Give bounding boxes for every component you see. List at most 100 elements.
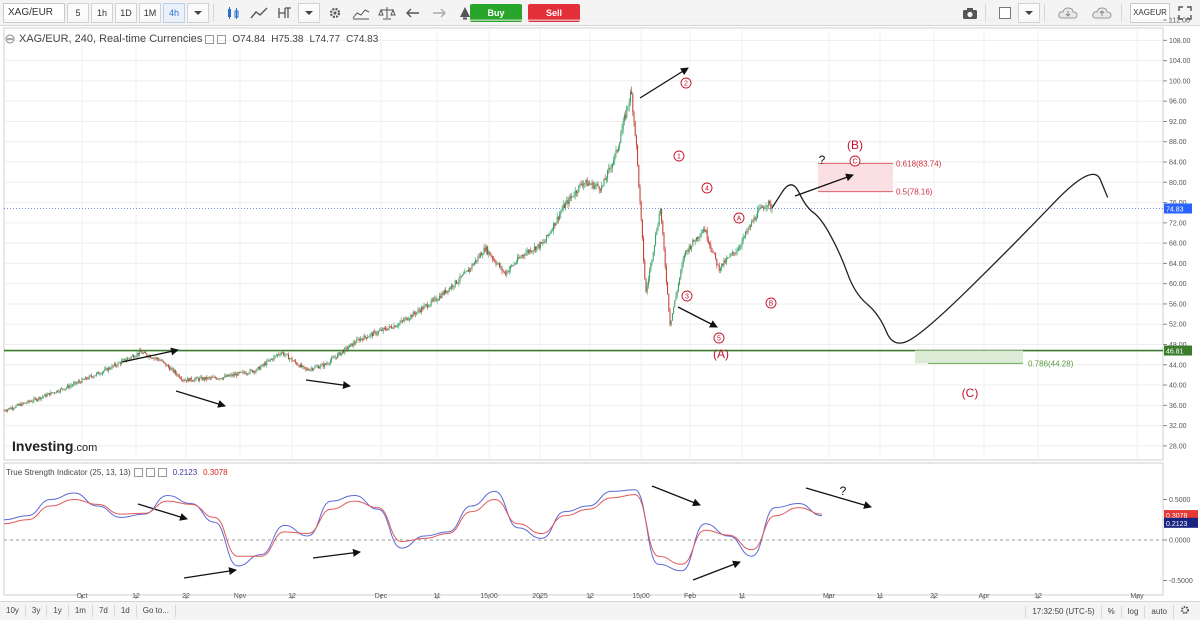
cloud-save-button[interactable]	[1087, 3, 1117, 23]
candle	[203, 376, 205, 382]
layout-button[interactable]	[994, 3, 1016, 23]
tsi-settings-box[interactable]	[145, 468, 155, 477]
candle-body	[457, 282, 459, 284]
candle	[368, 335, 370, 338]
candle	[459, 273, 461, 285]
wave-label-4: 4	[705, 186, 709, 193]
chart-settings-button[interactable]	[1173, 605, 1196, 619]
tsi-visibility-box[interactable]	[133, 468, 143, 477]
legend-settings-box[interactable]	[205, 34, 215, 44]
alert-button[interactable]	[454, 3, 476, 23]
interval-4h-button[interactable]: 4h	[163, 2, 185, 23]
candle-body	[731, 252, 733, 255]
range-1d-button[interactable]: 1d	[115, 605, 137, 617]
candle-body	[677, 283, 679, 291]
interval-1d-button[interactable]: 1D	[115, 2, 137, 23]
interval-1m-button[interactable]: 1M	[139, 2, 161, 23]
candle-body	[226, 374, 228, 377]
candle-body	[434, 297, 436, 299]
candle	[303, 365, 305, 370]
indicators-button[interactable]	[274, 3, 296, 23]
candle	[224, 373, 226, 379]
candle	[166, 364, 168, 367]
candle	[633, 110, 635, 127]
candle-body	[608, 168, 610, 171]
candle	[477, 254, 479, 264]
candle	[326, 361, 328, 367]
trend-arrow	[651, 485, 701, 507]
range-3y-button[interactable]: 3y	[26, 605, 48, 617]
candle-body	[245, 373, 247, 375]
interval-1h-button[interactable]: 1h	[91, 2, 113, 23]
candle-body	[302, 365, 304, 368]
candle-body	[281, 352, 283, 354]
candle-body	[326, 363, 328, 365]
range-1m-button[interactable]: 1m	[69, 605, 93, 617]
interval-dropdown-button[interactable]	[187, 2, 209, 23]
range-1y-button[interactable]: 1y	[47, 605, 69, 617]
candle	[757, 206, 759, 219]
candle	[191, 379, 193, 383]
candle-body	[589, 183, 591, 185]
percent-scale-button[interactable]: %	[1100, 606, 1121, 618]
candle	[632, 92, 634, 117]
screenshot-button[interactable]	[959, 3, 981, 23]
candle	[35, 397, 37, 402]
candle-body	[269, 359, 271, 361]
candle	[70, 383, 72, 389]
auto-scale-button[interactable]: auto	[1144, 606, 1173, 618]
buy-button[interactable]: Buy	[470, 4, 522, 22]
candle	[341, 350, 343, 356]
settings-button[interactable]	[324, 3, 346, 23]
goto-date-button[interactable]: Go to...	[137, 605, 176, 617]
candle-body	[345, 347, 347, 348]
candle-body	[551, 230, 553, 232]
candle	[119, 361, 121, 367]
log-scale-button[interactable]: log	[1120, 606, 1145, 618]
candle	[248, 372, 250, 375]
interval-5m-button[interactable]: 5	[67, 2, 89, 23]
candle	[728, 257, 730, 259]
candle-body	[683, 255, 685, 259]
candle	[723, 257, 725, 269]
candle-body	[705, 230, 707, 232]
undo-button[interactable]	[402, 3, 424, 23]
area-style-button[interactable]	[248, 3, 270, 23]
candle-body	[604, 178, 606, 181]
candle-body	[413, 312, 415, 314]
indicators-dropdown-button[interactable]	[298, 2, 320, 23]
candle	[657, 222, 659, 232]
candle-body	[580, 183, 582, 185]
templates-button[interactable]	[350, 3, 372, 23]
candle	[9, 406, 11, 410]
candle-style-button[interactable]	[222, 3, 244, 23]
range-10y-button[interactable]: 10y	[0, 605, 26, 617]
candle	[345, 345, 347, 351]
symbol-search-input[interactable]: XAG/EUR	[3, 2, 65, 23]
candle-body	[7, 409, 9, 411]
candle	[260, 364, 262, 371]
candle	[610, 163, 612, 173]
tsi-close-box[interactable]	[157, 468, 167, 477]
candle-body	[415, 313, 417, 315]
fullscreen-button[interactable]	[1174, 3, 1196, 23]
logo-brand: Investing	[12, 438, 74, 454]
candle-body	[103, 370, 105, 373]
candle	[733, 251, 735, 256]
trend-arrow	[121, 347, 179, 363]
cloud-load-button[interactable]	[1053, 3, 1083, 23]
candle-body	[539, 242, 541, 248]
range-7d-button[interactable]: 7d	[93, 605, 115, 617]
sell-button[interactable]: Sell	[528, 4, 580, 22]
layout-dropdown-button[interactable]	[1018, 3, 1040, 23]
candle-body	[616, 149, 618, 152]
compare-button[interactable]	[376, 3, 398, 23]
redo-button[interactable]	[428, 3, 450, 23]
candle-body	[185, 380, 187, 382]
candle-body	[460, 275, 462, 277]
candle	[201, 375, 203, 381]
collapse-legend-icon[interactable]	[5, 34, 15, 44]
candle	[674, 300, 676, 308]
legend-close-box[interactable]	[217, 34, 227, 44]
